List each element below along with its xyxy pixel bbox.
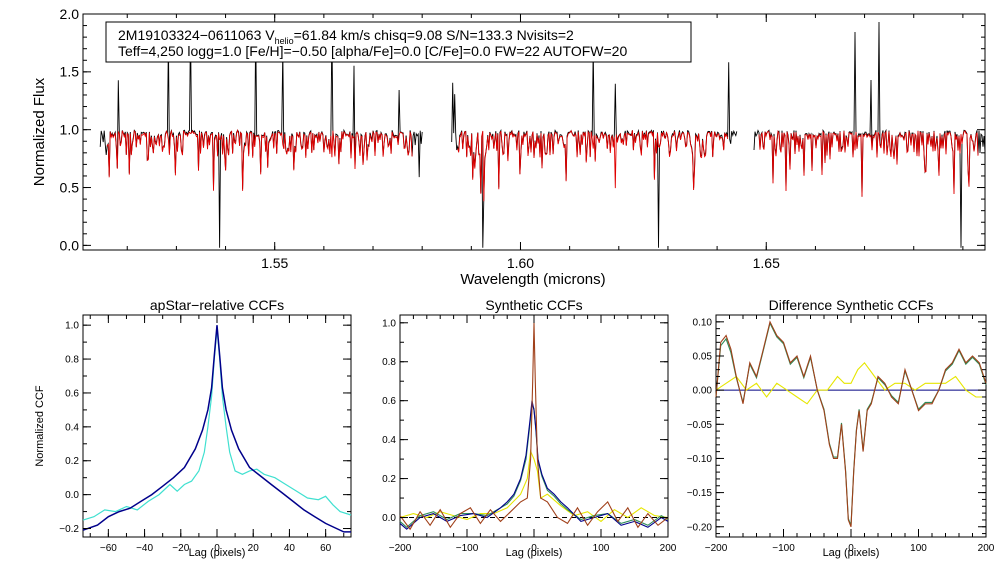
x-tick-label: 20 <box>248 543 260 554</box>
y-tick-label: 0.8 <box>382 357 396 368</box>
y-tick-label: 0.05 <box>693 351 713 362</box>
y-tick-label: 0.5 <box>60 179 80 195</box>
x-tick-label: 60 <box>320 543 332 554</box>
y-tick-label: 0.4 <box>65 422 79 433</box>
apstar-ccf-series-alt <box>82 328 352 521</box>
info-line-1-pre: 2M19103324−0611063 V <box>118 27 275 43</box>
difference-ccf-green <box>715 321 987 526</box>
info-line-1-post: =61.84 km/s chisq=9.08 S/N=133.3 Nvisits… <box>294 27 574 43</box>
x-tick-label: 100 <box>910 543 927 554</box>
difference-ccf-axes: −200 −100 0 100 200 −0.20 −0.15 −0.10 −0.05 0.00 0… <box>687 314 995 554</box>
difference-ccf-series <box>715 320 987 528</box>
difference-ccf-panel: −200 −100 0 100 200 −0.20 −0.15 −0.10 −0.05 0.00 0… <box>687 297 995 559</box>
difference-ccf-brown <box>715 320 987 528</box>
x-tick-label: 0 <box>531 543 537 554</box>
apstar-ccf-panel: −60 −40 −20 0 20 40 60 −0.2 0.0 0.2 0.4 0.6 0.8 1.0 a… <box>34 297 352 559</box>
x-tick-label: 0 <box>214 543 220 554</box>
model-spectrum-line <box>457 129 729 202</box>
x-tick-label: −200 <box>389 543 412 554</box>
info-box: 2M19103324−0611063 Vhelio=61.84 km/s chi… <box>105 21 692 63</box>
x-tick-label: −20 <box>172 543 189 554</box>
synthetic-ccf-frame <box>399 314 669 538</box>
y-tick-label: 0.0 <box>382 513 396 524</box>
spectrum-ylabel: Normalized Flux <box>31 77 48 186</box>
synthetic-ccf-title: Synthetic CCFs <box>485 297 582 313</box>
y-tick-label: 0.10 <box>693 317 713 328</box>
x-tick-label: 200 <box>978 543 995 554</box>
x-tick-label: 1.65 <box>753 255 780 271</box>
y-tick-label: 1.0 <box>60 122 80 138</box>
difference-ccf-frame <box>715 314 987 538</box>
info-line-1: 2M19103324−0611063 Vhelio=61.84 km/s chi… <box>118 27 574 46</box>
y-tick-label: −0.20 <box>687 522 713 533</box>
y-tick-label: −0.2 <box>59 524 79 535</box>
spectrum-axes: 1.55 1.60 1.65 0.0 0.5 1.0 1.5 2.0 <box>60 6 985 271</box>
apstar-ccf-axes: −60 −40 −20 0 20 40 60 −0.2 0.0 0.2 0.4 0.6 0.8 1.0 <box>59 315 351 554</box>
x-tick-label: −60 <box>100 543 117 554</box>
y-tick-label: 0.6 <box>65 388 79 399</box>
info-line-2: Teff=4,250 logg=1.0 [Fe/H]=−0.50 [alpha/… <box>118 43 627 59</box>
difference-ccf-title: Difference Synthetic CCFs <box>769 297 934 313</box>
synthetic-ccf-series <box>399 322 669 531</box>
synthetic-ccf-yellow <box>399 449 669 523</box>
difference-ccf-yellow <box>715 361 986 405</box>
spectrum-series <box>99 21 986 248</box>
y-tick-label: −0.15 <box>687 488 713 499</box>
y-tick-label: 2.0 <box>60 6 80 22</box>
y-tick-label: 0.4 <box>382 435 396 446</box>
y-tick-label: 0.6 <box>382 396 396 407</box>
y-tick-label: −0.05 <box>687 420 713 431</box>
y-tick-label: 0.2 <box>382 474 396 485</box>
x-tick-label: 40 <box>284 543 296 554</box>
apstar-ccf-ylabel: Normalized CCF <box>34 385 46 467</box>
spectrum-panel: 1.55 1.60 1.65 0.0 0.5 1.0 1.5 2.0 2M19103324−0… <box>31 6 986 288</box>
y-tick-label: 0.0 <box>65 490 79 501</box>
x-tick-label: 200 <box>660 543 677 554</box>
apstar-ccf-xlabel: Lag (pixels) <box>189 547 246 559</box>
synthetic-ccf-brown <box>399 322 669 531</box>
synthetic-ccf-panel: −200 −100 0 100 200 0.0 0.2 0.4 0.6 0.8 1.0 Synthe… <box>382 297 677 559</box>
model-spectrum-line <box>106 128 413 191</box>
y-tick-label: 1.0 <box>65 321 79 332</box>
info-box-frame <box>105 21 692 63</box>
x-tick-label: 0 <box>848 543 854 554</box>
y-tick-label: 0.8 <box>65 355 79 366</box>
difference-ccf-xlabel: Lag (pixels) <box>823 547 880 559</box>
y-tick-label: 0.00 <box>693 386 713 397</box>
y-tick-label: −0.10 <box>687 454 713 465</box>
x-tick-label: −100 <box>772 543 795 554</box>
synthetic-ccf-blue <box>399 400 669 530</box>
apstar-ccf-frame <box>82 314 352 538</box>
x-tick-label: −100 <box>456 543 479 554</box>
apstar-ccf-series <box>82 325 352 533</box>
y-tick-label: 0.2 <box>65 456 79 467</box>
apstar-ccf-title: apStar−relative CCFs <box>150 297 284 313</box>
spectrum-frame <box>82 13 986 251</box>
synthetic-ccf-axes: −200 −100 0 100 200 0.0 0.2 0.4 0.6 0.8 1.0 <box>382 315 677 554</box>
x-tick-label: 100 <box>593 543 610 554</box>
spectrum-xlabel: Wavelength (microns) <box>460 271 605 288</box>
x-tick-label: −40 <box>136 543 153 554</box>
synthetic-ccf-xlabel: Lag (pixels) <box>506 547 563 559</box>
x-tick-label: 1.55 <box>261 255 288 271</box>
y-tick-label: 0.0 <box>60 237 80 253</box>
x-tick-label: 1.60 <box>507 255 534 271</box>
model-spectrum-line <box>758 129 979 197</box>
y-tick-label: 1.0 <box>382 318 396 329</box>
x-tick-label: −200 <box>705 543 728 554</box>
info-line-1-sub: helio <box>275 36 294 46</box>
apstar-ccf-series-main <box>82 325 351 533</box>
y-tick-label: 1.5 <box>60 64 80 80</box>
